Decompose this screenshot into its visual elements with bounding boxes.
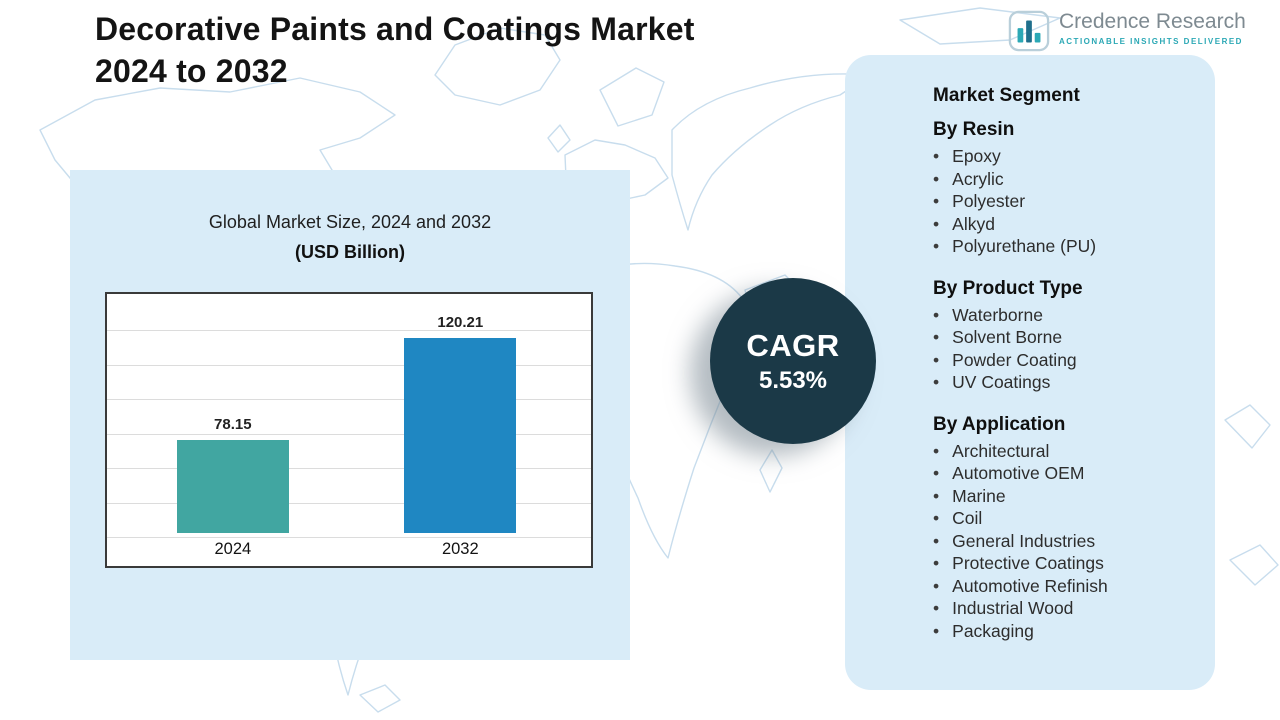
bar-value-label: 78.15	[214, 416, 252, 433]
bullet-icon: •	[933, 327, 940, 347]
segment-group-title: By Resin	[933, 119, 1015, 140]
chart-title: Global Market Size, 2024 and 2032	[208, 212, 492, 232]
segment-item-label: Powder Coating	[952, 349, 1077, 370]
segment-item: • Waterborne	[933, 304, 1197, 327]
segment-item: • Alkyd	[933, 213, 1197, 236]
segment-item: • Epoxy	[933, 145, 1197, 168]
cagr-label: CAGR	[746, 327, 840, 363]
segment-item-label: Packaging	[952, 620, 1034, 641]
bullet-icon: •	[933, 553, 940, 573]
gridline	[107, 537, 591, 538]
segment-group: By Product Type • Waterborne • Solvent Borne…	[933, 278, 1197, 394]
segment-group: By Application • Architectural • Automotive …	[933, 414, 1197, 643]
segment-item-label: Architectural	[952, 440, 1050, 461]
bullet-icon: •	[933, 168, 940, 189]
gridline	[107, 330, 591, 331]
segment-item-label: Waterborne	[952, 304, 1043, 325]
segment-group-title: By Application	[933, 413, 1066, 435]
bullet-icon: •	[933, 304, 940, 325]
bullet-icon: •	[933, 191, 940, 211]
segment-item-label: General Industries	[952, 530, 1096, 551]
bullet-icon: •	[933, 575, 940, 596]
bullet-icon: •	[933, 146, 940, 166]
gridline	[107, 468, 591, 469]
bullet-icon: •	[933, 508, 940, 528]
segment-group-title: By Product Type	[933, 277, 1083, 299]
brand-tagline: Actionable Insights Delivered	[1059, 37, 1243, 46]
bar-chart-icon	[1008, 10, 1050, 57]
chart-header: Global Market Size, 2024 and 2032 (USD B…	[70, 170, 630, 263]
cagr-value: 5.53%	[758, 366, 828, 394]
segment-item: • Powder Coating	[933, 349, 1197, 372]
segment-item-label: Polyester	[952, 191, 1026, 211]
segment-item-label: UV Coatings	[952, 372, 1051, 392]
bullet-icon: •	[933, 530, 940, 551]
bullet-icon: •	[933, 349, 940, 370]
bar-2024	[176, 440, 289, 533]
segment-item-label: Marine	[952, 485, 1006, 506]
page-title-line1: Decorative Paints and Coatings Market	[95, 11, 695, 47]
market-segment-panel: Market Segment By Resin • Epoxy • Acrylic • Po…	[845, 55, 1215, 690]
segment-item-label: Protective Coatings	[952, 553, 1104, 573]
segment-item: • Automotive OEM	[933, 462, 1197, 485]
bar-2032	[404, 338, 517, 533]
bullet-icon: •	[933, 598, 940, 618]
bullet-icon: •	[933, 236, 940, 256]
segment-item-list: • Epoxy • Acrylic • Polyester • Alkyd • Polyureth…	[933, 145, 1197, 258]
gridline	[107, 502, 591, 504]
chart-subtitle: (USD Billion)	[295, 242, 405, 262]
segment-item-list: • Waterborne • Solvent Borne • Powder Coating…	[933, 304, 1197, 394]
cagr-badge: CAGR 5.53%	[710, 278, 876, 444]
gridline	[107, 364, 591, 366]
brand-text: Credence Research Actionable Insights De…	[1059, 10, 1246, 46]
gridline	[107, 433, 591, 435]
bullet-icon: •	[933, 485, 940, 506]
segment-item-label: Automotive OEM	[952, 463, 1085, 483]
segment-item: • Solvent Borne	[933, 326, 1197, 349]
segment-item: • Acrylic	[933, 168, 1197, 191]
segment-item-label: Epoxy	[952, 146, 1001, 166]
segment-panel-header: Market Segment	[933, 85, 1080, 106]
bullet-icon: •	[933, 620, 940, 641]
segment-item: • Architectural	[933, 440, 1197, 463]
chart-panel: Global Market Size, 2024 and 2032 (USD B…	[70, 170, 630, 660]
bar-plot: 78.15 2024 120.21 2032	[105, 292, 593, 568]
bullet-icon: •	[933, 440, 940, 461]
brand-name: Credence Research	[1059, 10, 1246, 33]
segment-item-label: Automotive Refinish	[952, 575, 1108, 596]
page-title: Decorative Paints and Coatings Market 20…	[95, 8, 695, 92]
segment-item: • Polyurethane (PU)	[933, 235, 1197, 258]
bullet-icon: •	[933, 213, 940, 234]
segment-item: • Polyester	[933, 190, 1197, 213]
segment-item: • General Industries	[933, 530, 1197, 553]
bar-category-label: 2024	[214, 540, 252, 558]
segment-item-label: Coil	[952, 508, 983, 528]
segment-item: • Protective Coatings	[933, 552, 1197, 575]
segment-group: By Resin • Epoxy • Acrylic • Polyester • Alkyd • P…	[933, 119, 1197, 258]
segment-item: • Automotive Refinish	[933, 575, 1197, 598]
segment-item-label: Industrial Wood	[952, 598, 1074, 618]
segment-item: • Packaging	[933, 620, 1197, 643]
segment-item-label: Acrylic	[952, 168, 1004, 189]
gridline	[107, 399, 591, 400]
segment-item-label: Solvent Borne	[952, 327, 1063, 347]
bullet-icon: •	[933, 463, 940, 483]
bullet-icon: •	[933, 372, 940, 392]
segment-item: • Coil	[933, 507, 1197, 530]
segment-item: • Industrial Wood	[933, 597, 1197, 620]
bar-category-label: 2032	[441, 540, 479, 558]
segment-groups: By Resin • Epoxy • Acrylic • Polyester • Alkyd • P…	[933, 119, 1197, 642]
page-title-line2: 2024 to 2032	[95, 53, 288, 90]
bar-value-label: 120.21	[437, 314, 484, 331]
brand-logo: Credence Research Actionable Insights De…	[1008, 10, 1246, 57]
segment-item: • UV Coatings	[933, 371, 1197, 394]
segment-item-label: Polyurethane (PU)	[952, 236, 1097, 256]
segment-item-label: Alkyd	[952, 213, 995, 234]
segment-item-list: • Architectural • Automotive OEM • Marine • Coi…	[933, 440, 1197, 643]
segment-item: • Marine	[933, 485, 1197, 508]
